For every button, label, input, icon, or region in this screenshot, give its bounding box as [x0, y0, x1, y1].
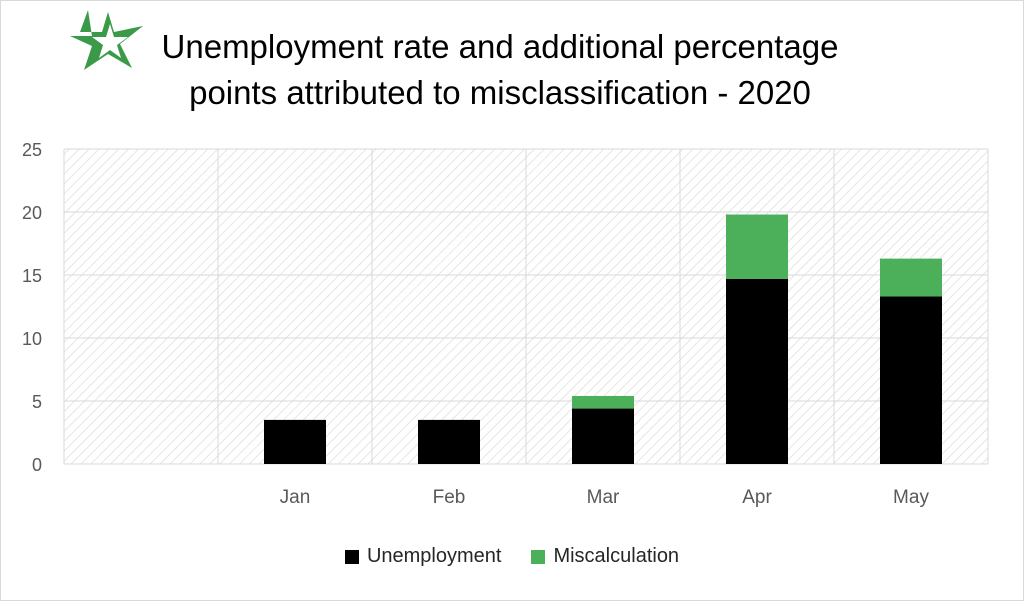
star-logo-icon — [70, 10, 143, 70]
bar-unemployment-jan — [264, 419, 326, 464]
legend-item-unemployment: Unemployment — [344, 545, 502, 568]
y-tick-label: 10 — [22, 329, 42, 349]
legend-item-miscalculation: Miscalculation — [531, 545, 679, 568]
bar-miscalculation-mar — [572, 395, 634, 409]
y-tick-label: 15 — [22, 266, 42, 286]
legend-swatch-miscalculation — [531, 549, 546, 564]
y-tick-label: 25 — [22, 140, 42, 160]
chart-legend: Unemployment Miscalculation — [0, 545, 1024, 568]
x-tick-label: Mar — [587, 487, 620, 508]
y-tick-label: 0 — [32, 455, 42, 475]
x-tick-label: May — [893, 487, 929, 508]
y-tick-label: 20 — [22, 203, 42, 223]
chart-title-line-2: points attributed to misclassification -… — [189, 74, 811, 111]
legend-label-unemployment: Unemployment — [366, 545, 502, 567]
bar-miscalculation-may — [880, 258, 942, 297]
legend-label-miscalculation: Miscalculation — [553, 545, 680, 567]
x-tick-label: Feb — [433, 487, 466, 508]
chart-title: Unemployment rate and additional percent… — [140, 24, 860, 116]
bar-unemployment-apr — [726, 278, 788, 464]
bar-unemployment-mar — [572, 408, 634, 464]
chart-title-line-1: Unemployment rate and additional percent… — [161, 28, 839, 65]
x-tick-label: Apr — [742, 487, 772, 508]
legend-swatch-unemployment — [344, 549, 359, 564]
x-tick-label: Jan — [280, 487, 311, 508]
bar-unemployment-feb — [418, 419, 480, 464]
bar-unemployment-may — [880, 296, 942, 464]
bar-miscalculation-apr — [726, 214, 788, 279]
y-tick-label: 5 — [32, 392, 42, 412]
